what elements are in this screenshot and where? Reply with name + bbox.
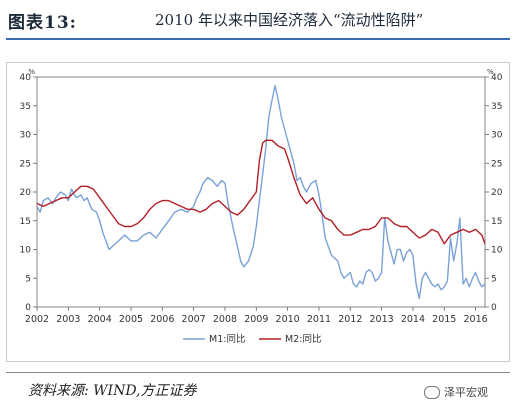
legend-label: M2:同比 bbox=[285, 333, 321, 345]
y-tick-label-left: 35 bbox=[20, 102, 31, 112]
figure-title: 2010 年以来中国经济落入“流动性陷阱” bbox=[155, 11, 424, 29]
y-tick-label-right: 40 bbox=[491, 73, 503, 83]
x-tick-label: 2006 bbox=[150, 314, 174, 325]
x-tick-label: 2003 bbox=[56, 314, 80, 325]
header-rule bbox=[6, 38, 510, 40]
y-tick-label-left: 10 bbox=[20, 246, 32, 256]
x-tick-label: 2014 bbox=[401, 314, 425, 325]
wechat-icon bbox=[424, 385, 440, 399]
y-tick-label-left: 15 bbox=[20, 217, 31, 227]
y-tick-label-left: 40 bbox=[20, 73, 32, 83]
y-tick-label-left: 30 bbox=[20, 131, 32, 141]
y-tick-label-right: 30 bbox=[491, 131, 503, 141]
figure-label: 图表13: bbox=[8, 13, 77, 33]
line-chart: 0 0 5 5 10 10 15 15 20 20 25 25 30 30 35 35 40 40% % 2002 20… bbox=[20, 68, 503, 345]
y-tick-label-right: 15 bbox=[491, 217, 502, 227]
source-note: 资料来源: WIND,方正证券 bbox=[28, 383, 197, 399]
y-tick-label-left: 20 bbox=[20, 188, 32, 198]
x-tick-label: 2008 bbox=[213, 314, 237, 325]
x-tick-label: 2005 bbox=[119, 314, 143, 325]
x-tick-label: 2002 bbox=[25, 314, 49, 325]
y-tick-label-right: 0 bbox=[491, 303, 497, 313]
y-tick-label-right: 5 bbox=[491, 274, 497, 284]
chart-frame: 0 0 5 5 10 10 15 15 20 20 25 25 30 30 35 35 40 40%% 2002 20… bbox=[6, 62, 510, 362]
y-unit-right: % bbox=[487, 68, 494, 76]
series-line-m1 bbox=[36, 84, 486, 300]
watermark-text: 泽平宏观 bbox=[444, 386, 488, 399]
x-tick-label: 2016 bbox=[464, 314, 488, 325]
y-tick-label-right: 25 bbox=[491, 159, 502, 169]
figure-header: 图表13: 2010 年以来中国经济落入“流动性陷阱” bbox=[0, 0, 516, 44]
legend-label: M1:同比 bbox=[209, 333, 245, 345]
x-tick-label: 2013 bbox=[370, 314, 394, 325]
y-tick-label-right: 10 bbox=[491, 246, 503, 256]
x-tick-label: 2012 bbox=[338, 314, 362, 325]
y-tick-label-right: 35 bbox=[491, 102, 502, 112]
x-tick-label: 2009 bbox=[244, 314, 268, 325]
series-line-m2 bbox=[36, 139, 486, 245]
watermark: 泽平宏观 bbox=[424, 384, 488, 400]
y-tick-label-left: 25 bbox=[20, 159, 31, 169]
y-tick-label-left: 0 bbox=[25, 303, 31, 313]
y-tick-label-right: 20 bbox=[491, 188, 503, 198]
x-tick-label: 2007 bbox=[182, 314, 206, 325]
x-tick-label: 2010 bbox=[276, 314, 300, 325]
y-tick-label-left: 5 bbox=[25, 274, 31, 284]
x-tick-label: 2015 bbox=[432, 314, 456, 325]
x-tick-label: 2011 bbox=[307, 314, 331, 325]
x-tick-label: 2004 bbox=[88, 314, 112, 325]
y-unit-left: % bbox=[28, 68, 35, 76]
footer-rule bbox=[6, 372, 510, 373]
